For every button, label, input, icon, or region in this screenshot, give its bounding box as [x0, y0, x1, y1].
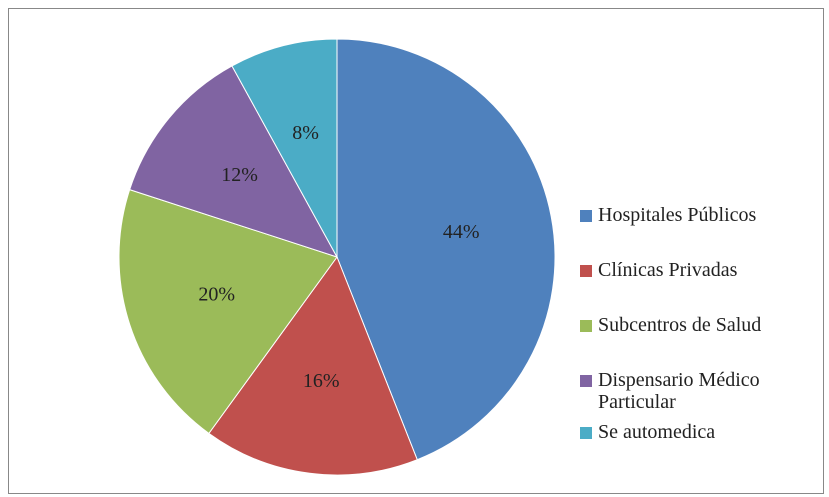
chart-frame — [8, 8, 824, 494]
legend-item: Se automedica — [578, 421, 818, 443]
data-label: 16% — [303, 370, 340, 392]
legend-item: Dispensario Médico Particular — [578, 369, 818, 413]
legend: Hospitales Públicos Clínicas Privadas Subc… — [578, 204, 818, 443]
legend-label: Subcentros de Salud — [598, 314, 762, 336]
data-label: 12% — [221, 164, 258, 186]
legend-item: Subcentros de Salud — [578, 314, 818, 336]
legend-swatch — [580, 320, 592, 332]
data-label: 44% — [443, 221, 480, 243]
legend-item: Hospitales Públicos — [578, 204, 818, 226]
legend-swatch — [580, 375, 592, 387]
pie-slice — [129, 65, 339, 258]
legend-label: Se automedica — [598, 421, 716, 443]
pie-slice — [231, 38, 338, 258]
pie-slice — [336, 38, 556, 461]
legend-label: Dispensario Médico Particular — [598, 369, 760, 413]
legend-swatch — [580, 265, 592, 277]
legend-label: Clínicas Privadas — [598, 259, 738, 281]
data-label: 20% — [198, 284, 235, 306]
legend-swatch — [580, 427, 592, 439]
legend-label: Hospitales Públicos — [598, 204, 757, 226]
legend-swatch — [580, 210, 592, 222]
legend-item: Clínicas Privadas — [578, 259, 818, 281]
pie-slice — [118, 189, 338, 435]
pie-slice — [208, 255, 418, 476]
data-label: 8% — [292, 122, 319, 144]
